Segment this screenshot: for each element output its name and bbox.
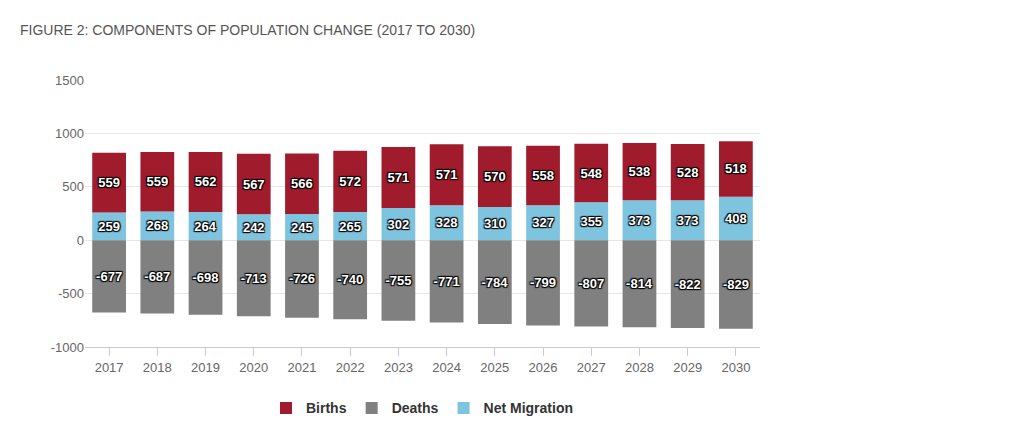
svg-text:-713: -713	[241, 271, 267, 286]
svg-text:548: 548	[580, 166, 602, 181]
svg-text:Deaths: Deaths	[392, 400, 439, 416]
svg-text:264: 264	[194, 219, 216, 234]
svg-text:528: 528	[677, 165, 699, 180]
svg-text:408: 408	[725, 211, 747, 226]
svg-text:0: 0	[77, 233, 84, 248]
svg-text:Net Migration: Net Migration	[484, 400, 573, 416]
svg-text:328: 328	[436, 215, 458, 230]
svg-text:Births: Births	[306, 400, 347, 416]
svg-text:-799: -799	[530, 275, 556, 290]
svg-text:-677: -677	[96, 269, 122, 284]
svg-text:242: 242	[243, 220, 265, 235]
svg-text:2020: 2020	[239, 360, 268, 375]
svg-text:-687: -687	[144, 269, 170, 284]
svg-text:572: 572	[339, 174, 361, 189]
svg-text:1500: 1500	[55, 73, 84, 88]
svg-text:FIGURE 2: COMPONENTS OF POPULA: FIGURE 2: COMPONENTS OF POPULATION CHANG…	[20, 22, 475, 38]
svg-text:-822: -822	[675, 277, 701, 292]
svg-text:518: 518	[725, 161, 747, 176]
svg-text:559: 559	[98, 175, 120, 190]
svg-text:-726: -726	[289, 271, 315, 286]
svg-text:-1000: -1000	[51, 340, 84, 355]
svg-text:2023: 2023	[384, 360, 413, 375]
svg-text:268: 268	[146, 218, 168, 233]
svg-text:265: 265	[339, 219, 361, 234]
svg-text:-814: -814	[626, 276, 653, 291]
svg-text:2017: 2017	[95, 360, 124, 375]
svg-text:2018: 2018	[143, 360, 172, 375]
svg-text:538: 538	[629, 164, 651, 179]
svg-text:2021: 2021	[287, 360, 316, 375]
svg-text:2024: 2024	[432, 360, 461, 375]
svg-text:566: 566	[291, 176, 313, 191]
svg-text:-500: -500	[58, 286, 84, 301]
svg-text:500: 500	[62, 179, 84, 194]
svg-text:-829: -829	[723, 277, 749, 292]
svg-text:-784: -784	[481, 275, 508, 290]
svg-text:562: 562	[195, 174, 217, 189]
svg-text:373: 373	[629, 213, 651, 228]
svg-text:310: 310	[484, 216, 506, 231]
svg-text:558: 558	[532, 168, 554, 183]
svg-text:-740: -740	[337, 272, 363, 287]
svg-text:571: 571	[436, 167, 458, 182]
svg-text:1000: 1000	[55, 126, 84, 141]
svg-text:-807: -807	[578, 276, 604, 291]
svg-text:245: 245	[291, 220, 313, 235]
svg-text:2029: 2029	[673, 360, 702, 375]
svg-text:2028: 2028	[625, 360, 654, 375]
svg-text:559: 559	[146, 174, 168, 189]
svg-text:355: 355	[580, 214, 602, 229]
svg-text:2019: 2019	[191, 360, 220, 375]
svg-text:2030: 2030	[721, 360, 750, 375]
svg-text:2022: 2022	[336, 360, 365, 375]
svg-text:2027: 2027	[577, 360, 606, 375]
svg-text:302: 302	[388, 217, 410, 232]
svg-text:327: 327	[532, 215, 554, 230]
svg-text:-755: -755	[385, 273, 411, 288]
svg-text:2026: 2026	[529, 360, 558, 375]
svg-text:567: 567	[243, 177, 265, 192]
svg-text:-771: -771	[434, 274, 460, 289]
svg-text:259: 259	[98, 219, 120, 234]
svg-text:570: 570	[484, 169, 506, 184]
svg-text:-698: -698	[193, 270, 219, 285]
svg-text:2025: 2025	[480, 360, 509, 375]
svg-text:571: 571	[388, 170, 410, 185]
svg-text:373: 373	[677, 213, 699, 228]
